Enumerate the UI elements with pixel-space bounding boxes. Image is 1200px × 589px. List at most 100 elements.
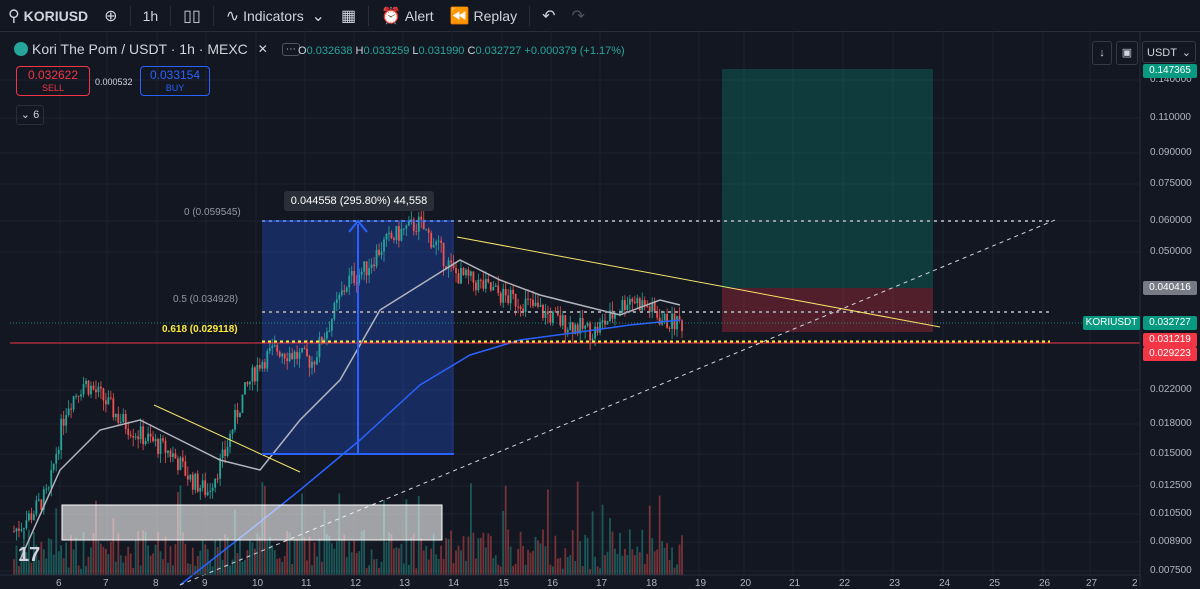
candle-body [554, 311, 557, 313]
volume-bar [477, 538, 480, 575]
candle-body [214, 478, 217, 488]
volume-bar [204, 544, 207, 575]
accumulation-box[interactable] [61, 504, 443, 541]
volume-bar [97, 540, 100, 575]
volume-bar [18, 565, 20, 575]
chevron-down-icon: ⌄ [20, 109, 31, 121]
volume-bar [196, 555, 199, 575]
candle-body [67, 408, 70, 416]
time-tick: 7 [103, 578, 109, 589]
volume-bar [467, 536, 470, 575]
volume-bar [574, 560, 577, 575]
candle-body [407, 220, 410, 226]
candle-body [479, 279, 482, 281]
low-key: L [412, 45, 419, 57]
volume-bar [527, 549, 529, 575]
price-chart[interactable] [0, 31, 1200, 586]
candle-body [211, 487, 214, 491]
candle-body [589, 323, 592, 341]
candle-body [313, 361, 316, 365]
volume-bar [129, 553, 132, 575]
candle-body [90, 385, 92, 395]
candle-body [656, 311, 659, 318]
time-tick: 14 [448, 578, 460, 589]
volume-bar [445, 538, 447, 575]
volume-bar [47, 538, 50, 575]
alarm-clock-icon: ⏰ [381, 7, 401, 25]
volume-bar [430, 548, 433, 575]
candle-body [209, 490, 212, 492]
loss-zone[interactable] [722, 288, 933, 332]
chart-type-button[interactable]: ▯▯ [175, 0, 209, 31]
time-tick: 11 [301, 578, 312, 589]
volume-bar [321, 561, 323, 575]
volume-bar [460, 550, 462, 575]
volume-bar [643, 564, 646, 575]
candle-body [383, 239, 385, 252]
volume-bar [596, 566, 599, 575]
small-trendline[interactable] [153, 404, 301, 473]
volume-bar [271, 545, 274, 575]
layouts-button[interactable]: ▦ [333, 0, 364, 31]
volume-bar [328, 535, 331, 575]
legend-close-icon[interactable]: ✕ [257, 42, 268, 56]
candle-body [631, 298, 634, 302]
volume-bar [663, 547, 666, 575]
candle-body [398, 225, 400, 241]
interval-button[interactable]: 1h [135, 0, 167, 31]
undo-button[interactable]: ↶ [534, 0, 563, 31]
candle-body [410, 219, 413, 221]
auto-scale-button[interactable]: ▣ [1116, 41, 1138, 65]
support-trendline[interactable] [179, 219, 1056, 586]
profit-zone[interactable] [722, 69, 933, 288]
alert-button[interactable]: ⏰ Alert [373, 0, 442, 31]
candle-body [390, 232, 393, 239]
volume-bar [633, 555, 636, 575]
compare-button[interactable]: ⊕ [96, 0, 125, 31]
candle-body [162, 438, 164, 441]
volume-bar [266, 540, 269, 575]
volume-bar [544, 546, 547, 575]
currency-select[interactable]: USDT ⌄ [1142, 41, 1196, 63]
candle-body [276, 345, 279, 352]
candle-body [641, 300, 644, 311]
resistance-trendline[interactable] [456, 236, 941, 328]
sell-button[interactable]: 0.032622 SELL [16, 66, 90, 96]
volume-bar [80, 568, 82, 575]
indicators-button[interactable]: ∿ Indicators ⌄ [218, 0, 333, 31]
volume-bar [410, 537, 413, 575]
volume-bar [532, 550, 534, 575]
sell-price: 0.032622 [27, 68, 79, 82]
volume-bar [482, 532, 485, 575]
redo-button[interactable]: ↷ [564, 0, 593, 31]
candle-body [470, 271, 472, 276]
candle-body [358, 274, 361, 284]
tradingview-logo[interactable]: 17 [18, 544, 41, 566]
replay-button[interactable]: ⏪ Replay [442, 0, 525, 31]
volume-bar [512, 565, 515, 575]
candle-body [60, 418, 63, 451]
candle-body [206, 491, 209, 496]
candle-body [537, 302, 539, 307]
price-label-current: 0.032727 [1143, 316, 1197, 330]
scroll-down-button[interactable]: ↓ [1092, 41, 1112, 65]
candle-body [489, 282, 492, 291]
indicators-collapse-toggle[interactable]: ⌄ 6 [16, 105, 44, 125]
volume-bar [127, 546, 130, 575]
volume-bar [109, 541, 112, 575]
symbol-search[interactable]: ⚲ KORIUSD [0, 0, 96, 31]
plus-circle-icon: ⊕ [104, 7, 118, 25]
time-tick: 12 [350, 578, 362, 589]
candle-body [97, 386, 100, 393]
time-tick: 8 [153, 578, 159, 589]
candle-body [604, 320, 606, 325]
legend[interactable]: Kori The Pom / USDT · 1h · MEXC ✕ ⋯ [14, 41, 300, 57]
candle-body [176, 458, 179, 471]
redo-icon: ↷ [571, 7, 585, 25]
candle-body [42, 489, 45, 510]
legend-more-icon[interactable]: ⋯ [281, 42, 300, 56]
candle-body [179, 457, 182, 471]
buy-button[interactable]: 0.033154 BUY [140, 66, 210, 96]
candle-body [80, 394, 82, 397]
volume-bar [375, 559, 378, 575]
